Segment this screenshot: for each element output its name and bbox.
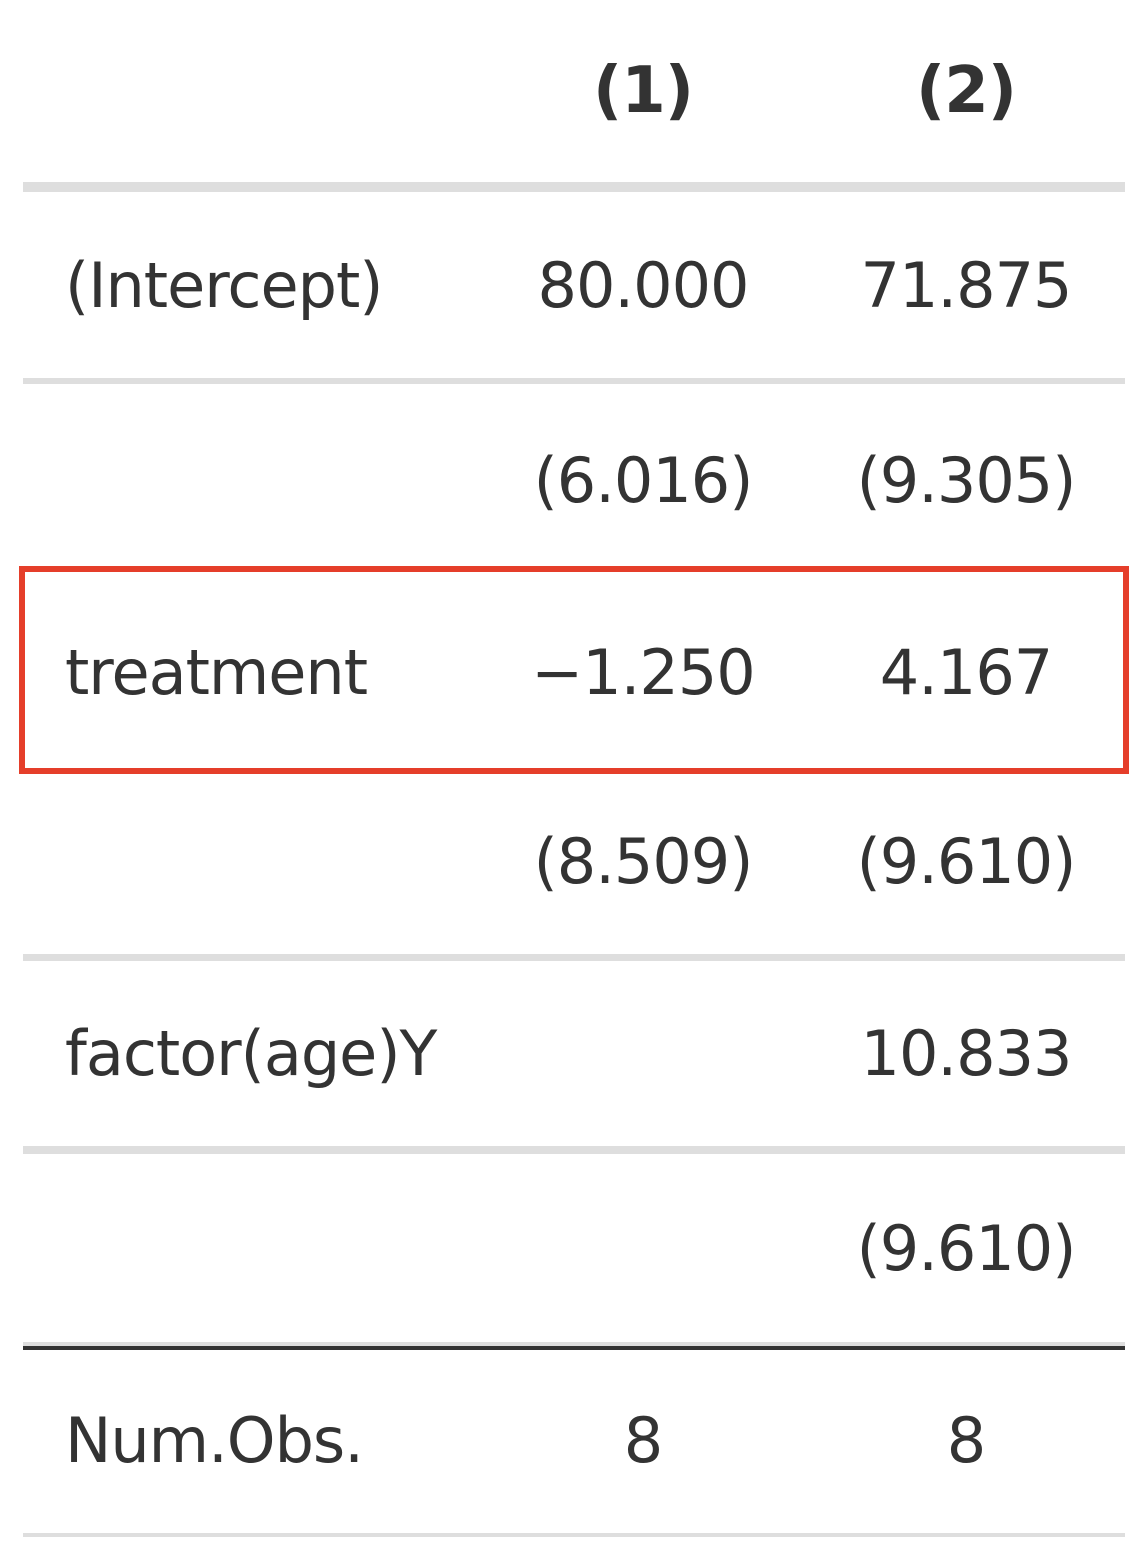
header-model-1: (1) <box>592 54 694 128</box>
table-row: (Intercept) 80.000 71.875 <box>23 192 1125 384</box>
row-label: factor(age)Y <box>65 1016 437 1090</box>
stats-separator-gray <box>23 1342 1125 1346</box>
table-header-row: (1) (2) <box>23 0 1125 192</box>
row-se-model-2: (9.305) <box>856 443 1077 517</box>
row-se-model-1 <box>518 1152 768 1344</box>
row-label: treatment <box>65 635 368 709</box>
stats-row: Num.Obs. 8 8 <box>23 1344 1125 1536</box>
table-row-se: (8.509) (9.610) <box>23 768 1125 960</box>
table-row: factor(age)Y 10.833 <box>23 960 1125 1152</box>
regression-table: (1) (2) (Intercept) 80.000 71.875 (6.016… <box>23 0 1125 1536</box>
stats-separator-black <box>23 1346 1125 1350</box>
stats-label: Num.Obs. <box>65 1403 364 1477</box>
table-row: treatment −1.250 4.167 <box>23 576 1125 768</box>
row-value-model-1: 80.000 <box>537 248 750 322</box>
bottom-rule <box>23 1533 1125 1537</box>
stats-value-model-1: 8 <box>623 1403 663 1477</box>
stats-value-model-2: 8 <box>946 1403 986 1477</box>
row-se-model-2: (9.610) <box>856 824 1077 898</box>
header-model-2: (2) <box>915 54 1017 128</box>
row-value-model-1: −1.250 <box>531 635 755 709</box>
row-value-model-1 <box>518 960 768 1146</box>
row-label: (Intercept) <box>65 248 383 322</box>
row-divider <box>23 956 1125 961</box>
row-se-model-1: (6.016) <box>533 443 754 517</box>
row-divider <box>23 1149 1125 1154</box>
row-value-model-2: 10.833 <box>860 1016 1073 1090</box>
table-row-se: (9.610) <box>23 1152 1125 1344</box>
row-se-model-1: (8.509) <box>533 824 754 898</box>
table-row-se: (6.016) (9.305) <box>23 384 1125 576</box>
row-value-model-2: 71.875 <box>860 248 1073 322</box>
row-value-model-2: 4.167 <box>879 635 1054 709</box>
row-se-model-2: (9.610) <box>856 1211 1077 1285</box>
